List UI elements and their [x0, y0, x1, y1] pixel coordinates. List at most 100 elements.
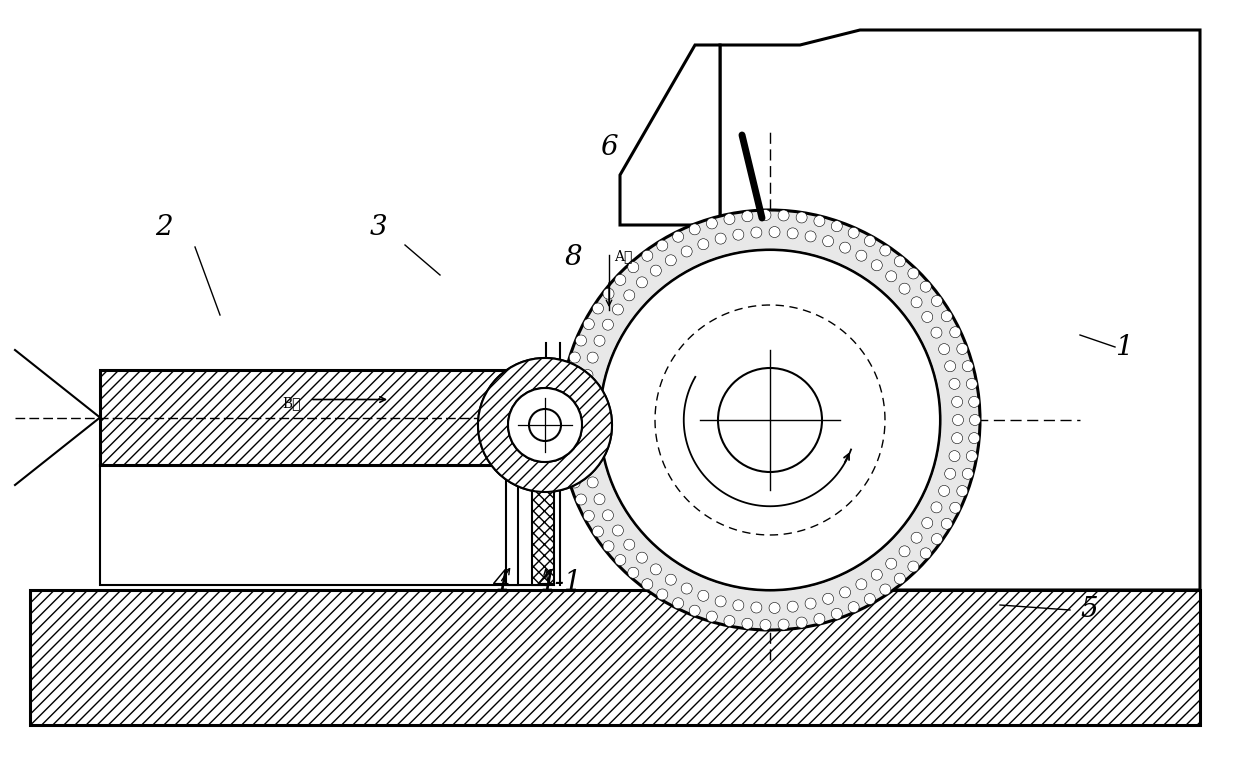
Circle shape: [864, 236, 875, 246]
Circle shape: [777, 210, 789, 221]
Circle shape: [613, 525, 624, 536]
Circle shape: [672, 231, 683, 243]
Circle shape: [813, 216, 825, 226]
Circle shape: [760, 210, 771, 220]
Text: B向: B向: [281, 396, 300, 411]
Circle shape: [594, 335, 605, 347]
Circle shape: [787, 601, 799, 612]
Circle shape: [848, 227, 859, 239]
Circle shape: [733, 230, 744, 240]
Circle shape: [577, 405, 588, 416]
Circle shape: [600, 250, 940, 590]
Circle shape: [657, 589, 668, 600]
Circle shape: [588, 352, 598, 363]
Circle shape: [624, 290, 635, 301]
Circle shape: [742, 210, 753, 222]
Circle shape: [657, 240, 668, 251]
Circle shape: [672, 597, 683, 609]
Circle shape: [957, 486, 967, 496]
Circle shape: [941, 311, 952, 322]
Circle shape: [564, 460, 575, 470]
Circle shape: [839, 587, 851, 598]
Circle shape: [508, 388, 582, 462]
Bar: [100, 370, 546, 465]
Circle shape: [579, 441, 589, 453]
Bar: [532, 445, 554, 585]
Circle shape: [880, 245, 890, 256]
Circle shape: [856, 579, 867, 590]
Circle shape: [856, 250, 867, 261]
Circle shape: [529, 409, 560, 441]
Circle shape: [559, 405, 570, 416]
Circle shape: [899, 545, 910, 557]
Circle shape: [968, 433, 980, 444]
Circle shape: [624, 539, 635, 550]
Circle shape: [681, 583, 692, 594]
Circle shape: [715, 596, 727, 607]
Bar: [100, 465, 546, 585]
Circle shape: [650, 564, 661, 575]
Circle shape: [899, 283, 910, 295]
Circle shape: [575, 494, 587, 505]
Circle shape: [962, 361, 973, 372]
Circle shape: [848, 601, 859, 613]
Circle shape: [796, 212, 807, 223]
Circle shape: [945, 361, 956, 372]
Circle shape: [951, 433, 962, 444]
Circle shape: [613, 304, 624, 315]
Circle shape: [880, 584, 890, 595]
Circle shape: [885, 271, 897, 282]
Polygon shape: [620, 45, 720, 225]
Circle shape: [950, 327, 961, 337]
Circle shape: [950, 503, 961, 513]
Circle shape: [885, 558, 897, 569]
Circle shape: [650, 265, 661, 276]
Circle shape: [562, 387, 573, 399]
Circle shape: [603, 288, 614, 299]
Circle shape: [951, 396, 962, 407]
Circle shape: [945, 468, 956, 479]
Circle shape: [583, 318, 594, 330]
Circle shape: [636, 277, 647, 288]
Circle shape: [822, 236, 833, 246]
Circle shape: [627, 568, 639, 578]
Circle shape: [966, 451, 977, 461]
Circle shape: [911, 532, 923, 543]
Circle shape: [968, 396, 980, 408]
Circle shape: [733, 600, 744, 610]
Circle shape: [594, 493, 605, 505]
Circle shape: [872, 569, 883, 580]
Circle shape: [707, 611, 718, 622]
Circle shape: [724, 213, 735, 225]
Text: 1: 1: [1115, 334, 1132, 361]
Circle shape: [805, 231, 816, 242]
Circle shape: [831, 608, 842, 620]
Circle shape: [603, 509, 614, 521]
Circle shape: [579, 387, 589, 399]
Text: 4: 4: [492, 569, 510, 596]
Circle shape: [724, 616, 735, 627]
Circle shape: [796, 617, 807, 628]
Circle shape: [715, 233, 727, 244]
Circle shape: [931, 295, 942, 307]
Text: 3: 3: [370, 214, 388, 241]
Circle shape: [666, 575, 676, 585]
Circle shape: [787, 228, 799, 239]
Circle shape: [949, 379, 960, 389]
Circle shape: [931, 327, 942, 338]
Circle shape: [582, 369, 593, 380]
Circle shape: [952, 415, 963, 425]
Circle shape: [894, 256, 905, 267]
Circle shape: [751, 227, 761, 238]
Circle shape: [760, 620, 771, 630]
Text: 5: 5: [1080, 596, 1097, 623]
Circle shape: [603, 319, 614, 330]
Circle shape: [742, 618, 753, 630]
Circle shape: [583, 510, 594, 522]
Circle shape: [666, 255, 676, 265]
Circle shape: [921, 311, 932, 323]
Circle shape: [698, 591, 709, 601]
Circle shape: [920, 282, 931, 292]
Circle shape: [957, 343, 967, 354]
Circle shape: [689, 605, 701, 616]
